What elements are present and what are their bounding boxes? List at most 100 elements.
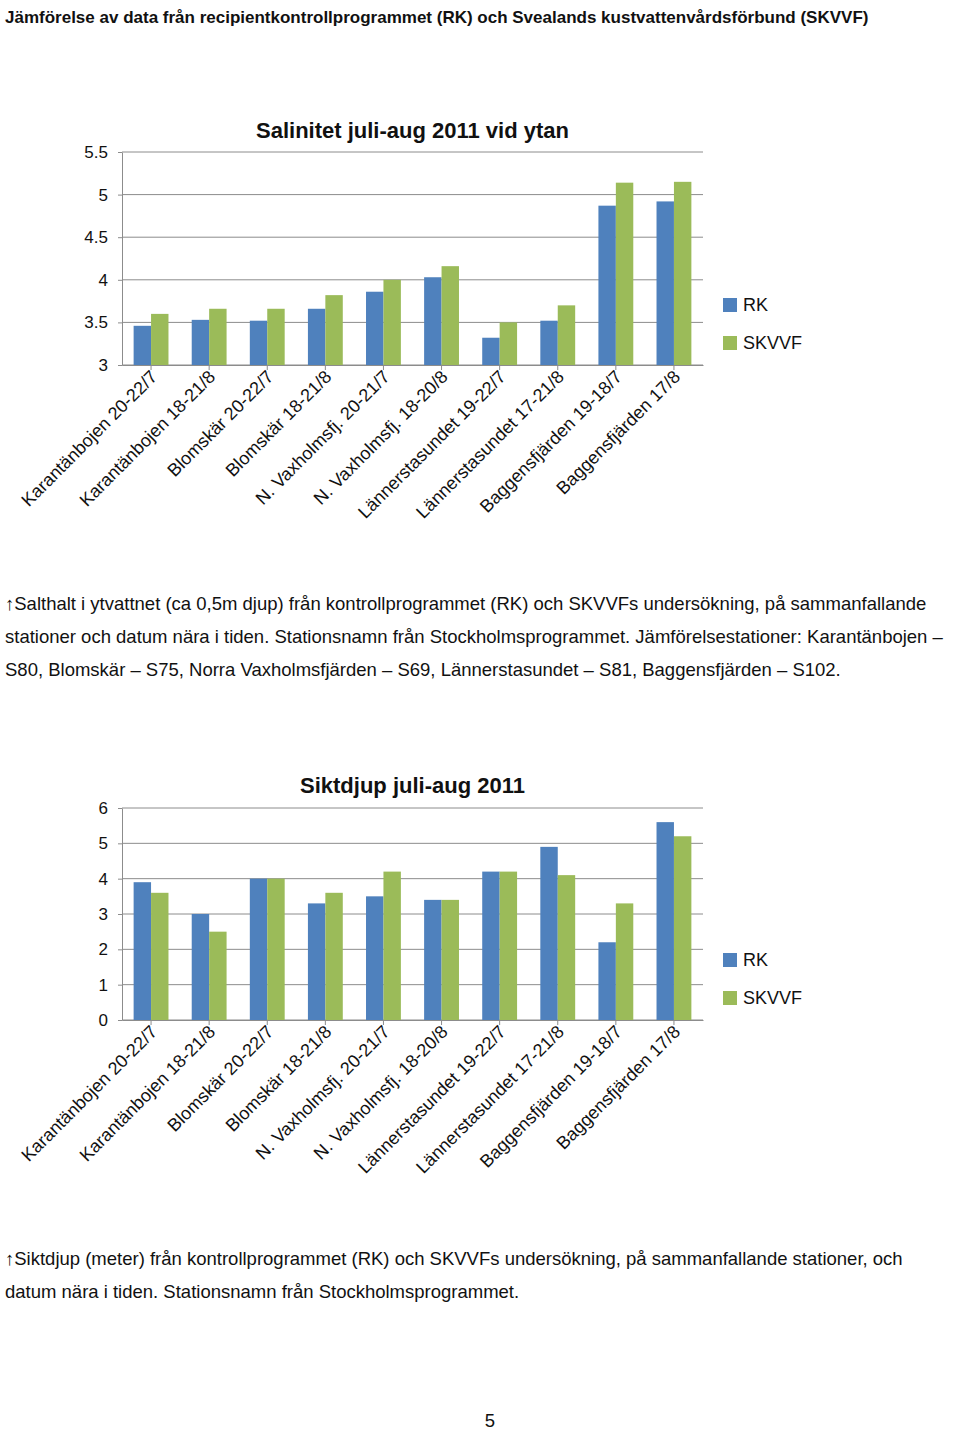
- bar: [442, 266, 459, 365]
- y-axis: 0123456: [99, 799, 123, 1030]
- bar: [383, 872, 400, 1020]
- bar: [366, 896, 383, 1020]
- bar: [616, 903, 633, 1020]
- caption: ↑Salthalt i ytvattnet (ca 0,5m djup) frå…: [5, 587, 950, 686]
- bar: [325, 295, 342, 365]
- tick-mark: [118, 914, 122, 915]
- tick-mark: [615, 1020, 616, 1025]
- caption: ↑Siktdjup (meter) från kontrollprogramme…: [5, 1242, 950, 1308]
- bar: [424, 277, 441, 365]
- y-tick: 6: [99, 799, 122, 818]
- bar: [558, 305, 575, 365]
- tick-mark: [118, 237, 122, 238]
- bars: [134, 822, 692, 1020]
- y-tick: 5.5: [84, 143, 122, 162]
- tick-mark: [118, 985, 122, 986]
- tick-label: 4: [99, 271, 108, 290]
- y-tick: 4: [99, 271, 122, 290]
- tick-mark: [557, 365, 558, 370]
- bar: [250, 879, 267, 1020]
- tick-label: 4: [99, 870, 108, 889]
- tick-label: Blomskär 18-21/8: [222, 367, 336, 481]
- bars: [134, 182, 692, 365]
- tick-mark: [557, 1020, 558, 1025]
- header-title: Jämförelse av data från recipientkontrol…: [5, 2, 950, 33]
- tick-mark: [441, 1020, 442, 1025]
- grid-line: [122, 152, 703, 153]
- bar: [657, 822, 674, 1020]
- bar: [325, 893, 342, 1020]
- tick-mark: [151, 1020, 152, 1025]
- y-axis: 33.544.555.5: [84, 143, 122, 375]
- bar: [598, 206, 615, 365]
- tick-label: 5.5: [84, 143, 108, 162]
- tick-mark: [118, 949, 122, 950]
- axis-line: [122, 153, 123, 366]
- bar: [308, 903, 325, 1020]
- legend-label: SKVVF: [743, 988, 802, 1008]
- bar: [192, 320, 209, 365]
- bar-series: [151, 836, 691, 1020]
- bar-series: [134, 822, 674, 1020]
- bar: [267, 879, 284, 1020]
- legend-swatch: [723, 953, 737, 967]
- bar: [540, 321, 557, 365]
- tick-mark: [118, 808, 122, 809]
- chart: 0123456Karantänbojen 20-22/7Karantänboje…: [18, 773, 803, 1177]
- bar: [209, 932, 226, 1020]
- tick-mark: [673, 365, 674, 370]
- y-tick: 4: [99, 870, 122, 889]
- page-number: 5: [470, 1410, 510, 1432]
- grid: [122, 152, 703, 365]
- legend-swatch: [723, 991, 737, 1005]
- bar: [134, 326, 151, 365]
- bar: [500, 872, 517, 1020]
- grid-line: [122, 808, 703, 809]
- grid: [122, 808, 703, 1020]
- tick-mark: [118, 879, 122, 880]
- tick-label: 2: [99, 940, 108, 959]
- x-tick: Blomskär 20-22/7: [163, 1020, 277, 1136]
- tick-mark: [118, 322, 122, 323]
- tick-label: Blomskär 20-22/7: [163, 367, 277, 481]
- x-tick: Blomskär 18-21/8: [222, 365, 336, 481]
- bar: [598, 942, 615, 1020]
- tick-label: Blomskär 18-21/8: [222, 1022, 336, 1136]
- bar: [366, 292, 383, 365]
- grid-line: [122, 878, 703, 879]
- tick-label: 6: [99, 799, 108, 818]
- tick-mark: [383, 1020, 384, 1025]
- tick-label: 0: [99, 1011, 108, 1030]
- bar: [674, 836, 691, 1020]
- tick-label: Blomskär 20-22/7: [163, 1022, 277, 1136]
- x-tick: Baggensfjärden 17/8: [552, 365, 684, 498]
- bar: [151, 893, 168, 1020]
- tick-mark: [499, 365, 500, 370]
- bar-series: [134, 201, 674, 365]
- tick-mark: [118, 152, 122, 153]
- bar: [134, 882, 151, 1020]
- tick-mark: [209, 365, 210, 370]
- tick-mark: [383, 365, 384, 370]
- bar: [616, 183, 633, 365]
- x-axis: Karantänbojen 20-22/7Karantänbojen 18-21…: [18, 365, 704, 522]
- legend-label: RK: [743, 295, 768, 315]
- y-tick: 1: [99, 976, 122, 995]
- x-tick: Blomskär 18-21/8: [222, 1020, 336, 1136]
- bar: [674, 182, 691, 365]
- bar: [657, 201, 674, 365]
- legend: RKSKVVF: [723, 295, 802, 353]
- tick-label: Baggensfjärden 17/8: [552, 367, 684, 499]
- bar: [500, 322, 517, 365]
- bar: [250, 321, 267, 365]
- chart-title: Siktdjup juli-aug 2011: [300, 773, 525, 798]
- y-tick: 5: [99, 834, 122, 853]
- x-axis: Karantänbojen 20-22/7Karantänbojen 18-21…: [18, 1020, 704, 1177]
- tick-mark: [499, 1020, 500, 1025]
- bar-series: [151, 182, 691, 365]
- y-tick: 2: [99, 940, 122, 959]
- tick-mark: [325, 365, 326, 370]
- tick-label: Baggensfjärden 17/8: [552, 1022, 684, 1154]
- chart: 33.544.555.5Karantänbojen 20-22/7Karantä…: [18, 118, 803, 522]
- tick-label: 3: [99, 356, 108, 375]
